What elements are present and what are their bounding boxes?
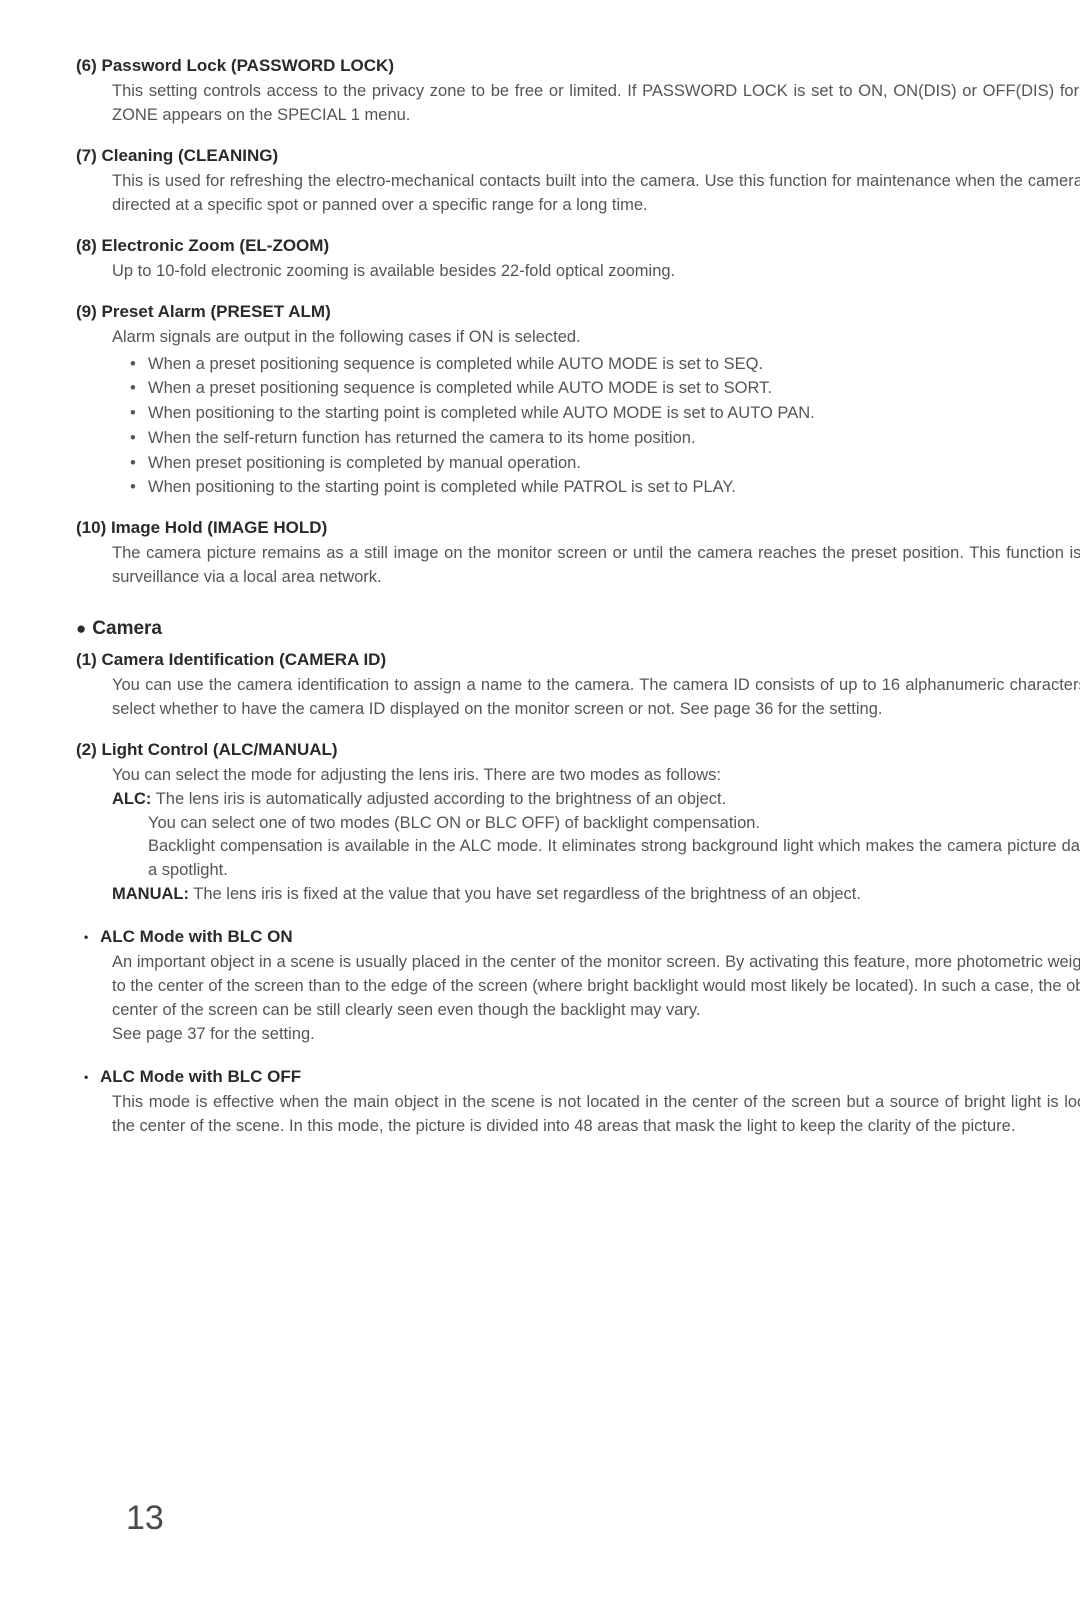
alc-sub-1: You can select one of two modes (BLC ON … [76,812,1080,836]
manual-label: MANUAL: [112,885,189,903]
section-9-heading: (9) Preset Alarm (PRESET ALM) [76,302,1080,322]
alc-sub-2: Backlight compensation is available in t… [76,835,1080,883]
camera-s2-heading: (2) Light Control (ALC/MANUAL) [76,740,1080,760]
list-item: When positioning to the starting point i… [130,401,1080,426]
blc-on-body2: See page 37 for the setting. [76,1023,1080,1047]
section-9-bullets: When a preset positioning sequence is co… [76,352,1080,501]
camera-s1-heading: (1) Camera Identification (CAMERA ID) [76,650,1080,670]
list-item: When a preset positioning sequence is co… [130,352,1080,377]
camera-s2-body: You can select the mode for adjusting th… [76,764,1080,788]
section-8-heading: (8) Electronic Zoom (EL-ZOOM) [76,236,1080,256]
list-item: When a preset positioning sequence is co… [130,376,1080,401]
section-6-body: This setting controls access to the priv… [76,80,1080,128]
camera-s2-alc: ALC: The lens iris is automatically adju… [76,788,1080,812]
section-10-heading: (10) Image Hold (IMAGE HOLD) [76,518,1080,538]
camera-s2-manual: MANUAL: The lens iris is fixed at the va… [76,883,1080,907]
section-6: (6) Password Lock (PASSWORD LOCK) This s… [76,56,1080,128]
section-10: (10) Image Hold (IMAGE HOLD) The camera … [76,518,1080,590]
section-7: (7) Cleaning (CLEANING) This is used for… [76,146,1080,218]
blc-on-heading: ALC Mode with BLC ON [76,927,1080,947]
camera-s1-body: You can use the camera identification to… [76,674,1080,722]
camera-heading: Camera [76,618,1080,640]
blc-off-heading: ALC Mode with BLC OFF [76,1067,1080,1087]
list-item: When preset positioning is completed by … [130,451,1080,476]
blc-off-body: This mode is effective when the main obj… [76,1091,1080,1139]
camera-section-1: (1) Camera Identification (CAMERA ID) Yo… [76,650,1080,722]
blc-on-body: An important object in a scene is usuall… [76,951,1080,1023]
list-item: When the self-return function has return… [130,426,1080,451]
alc-body: The lens iris is automatically adjusted … [151,790,726,808]
section-8: (8) Electronic Zoom (EL-ZOOM) Up to 10-f… [76,236,1080,284]
page-number: 13 [126,1499,164,1538]
alc-label: ALC: [112,790,151,808]
section-7-heading: (7) Cleaning (CLEANING) [76,146,1080,166]
blc-off-section: ALC Mode with BLC OFF This mode is effec… [76,1067,1080,1139]
camera-section-2: (2) Light Control (ALC/MANUAL) You can s… [76,740,1080,908]
section-9: (9) Preset Alarm (PRESET ALM) Alarm sign… [76,302,1080,500]
section-9-body: Alarm signals are output in the followin… [76,326,1080,350]
blc-on-section: ALC Mode with BLC ON An important object… [76,927,1080,1047]
section-7-body: This is used for refreshing the electro-… [76,170,1080,218]
section-10-body: The camera picture remains as a still im… [76,542,1080,590]
section-8-body: Up to 10-fold electronic zooming is avai… [76,260,1080,284]
section-6-heading: (6) Password Lock (PASSWORD LOCK) [76,56,1080,76]
manual-body: The lens iris is fixed at the value that… [189,885,861,903]
list-item: When positioning to the starting point i… [130,475,1080,500]
page-wrapper: { "sections": { "s6": { "heading": "(6) … [76,56,1080,1582]
